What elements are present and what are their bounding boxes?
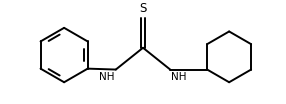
Text: NH: NH bbox=[100, 72, 115, 82]
Text: S: S bbox=[139, 2, 147, 15]
Text: NH: NH bbox=[171, 72, 186, 82]
